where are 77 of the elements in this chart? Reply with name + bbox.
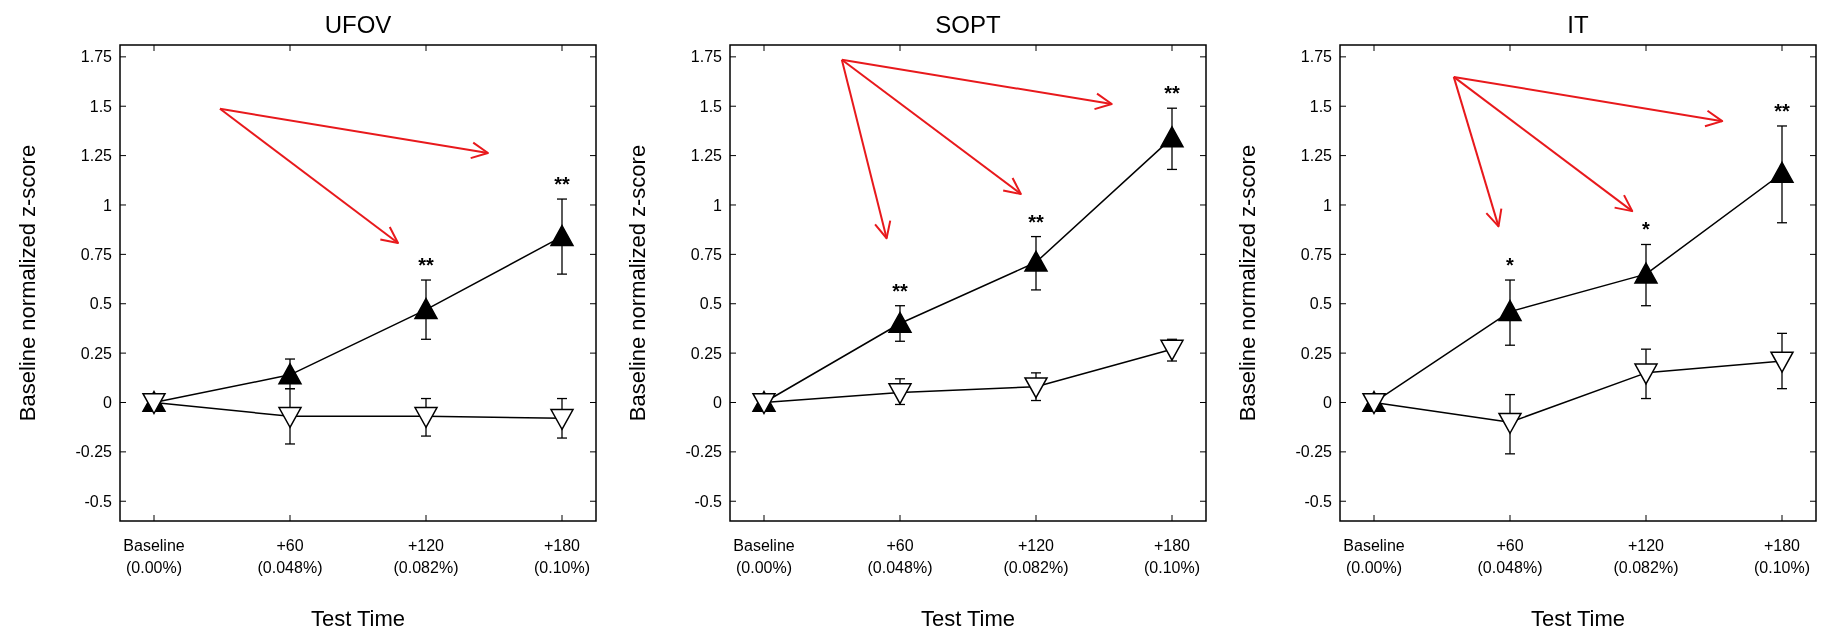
x-tick-label: +60 (0.048%) [1477,537,1543,576]
point [1634,262,1658,284]
y-tick-label: -0.25 [685,443,723,461]
y-tick-label: 1.75 [80,48,113,66]
x-tick-label: +120 (0.082%) [393,537,459,576]
y-axis-title: Baseline normalized z-score [625,144,650,422]
annotation: * [1642,218,1651,241]
point [888,383,912,405]
y-axis-title: Baseline normalized z-score [1235,144,1260,422]
y-tick-label: 0.5 [699,295,723,313]
x-tick-label: Baseline (0.00%) [733,537,795,576]
y-tick-label: 0.5 [89,295,113,313]
chart-title: SOPT [935,11,1002,38]
y-tick-label: 1.5 [89,97,113,115]
y-tick-label: 1.5 [1309,97,1333,115]
x-axis-title: Test Time [1530,606,1626,626]
y-tick-label: 1 [1323,196,1333,214]
point [1160,339,1184,361]
point [1498,299,1522,322]
y-tick-label: 1 [103,196,113,214]
y-tick-label: 1.25 [690,147,723,165]
y-tick-label: 0 [103,394,113,412]
y-tick-label: 0.25 [1300,344,1333,362]
x-tick-label: +180 (0.10%) [533,537,591,576]
y-tick-label: 0.75 [690,245,723,263]
y-tick-label: -0.5 [694,492,723,510]
point [414,406,438,429]
x-tick-label: Baseline (0.00%) [123,537,185,576]
y-tick-label: -0.5 [1304,492,1333,510]
annotation: ** [892,279,908,302]
annotation: ** [1028,210,1044,233]
x-axis-title: Test Time [920,606,1016,626]
annotation: ** [1774,99,1790,122]
y-tick-label: -0.5 [84,492,113,510]
y-tick-label: 0.5 [1309,295,1333,313]
y-tick-label: 0.75 [80,245,113,263]
y-tick-label: 0.75 [1300,245,1333,263]
y-tick-label: -0.25 [1295,443,1333,461]
point [1160,126,1184,148]
point [1024,250,1048,272]
y-tick-label: 0.25 [690,344,723,362]
y-tick-label: 0.25 [80,344,113,362]
point [278,406,302,429]
y-axis-title: Baseline normalized z-score [15,144,40,422]
point [1024,377,1048,399]
point [278,363,302,385]
point [1634,363,1658,385]
point [414,297,438,320]
y-tick-label: 0 [1323,394,1333,412]
point [550,224,574,247]
y-tick-label: 0 [713,394,723,412]
x-tick-label: +60 (0.048%) [867,537,933,576]
y-tick-label: 1.75 [1300,48,1333,66]
x-tick-label: +180 (0.10%) [1753,537,1811,576]
point [550,408,574,431]
y-tick-label: -0.25 [75,443,113,461]
x-tick-label: +120 (0.082%) [1003,537,1069,576]
x-tick-label: Baseline (0.00%) [1343,537,1405,576]
y-tick-label: 1 [713,196,723,214]
annotation: ** [1164,82,1180,105]
annotation: ** [554,173,570,196]
annotation: ** [418,254,434,277]
y-tick-label: 1.5 [699,97,723,115]
x-tick-label: +120 (0.082%) [1613,537,1679,576]
x-tick-label: +60 (0.048%) [257,537,323,576]
point [1498,412,1522,434]
chart-title: IT [1567,11,1589,38]
chart-title: UFOV [324,11,392,38]
x-tick-label: +180 (0.10%) [1143,537,1201,576]
x-axis-title: Test Time [310,606,406,626]
point [1770,161,1794,183]
y-tick-label: 1.25 [1300,147,1333,165]
y-tick-label: 1.25 [80,147,113,165]
annotation: * [1506,254,1515,277]
point [1770,351,1794,373]
y-tick-label: 1.75 [690,48,723,66]
point [888,311,912,334]
